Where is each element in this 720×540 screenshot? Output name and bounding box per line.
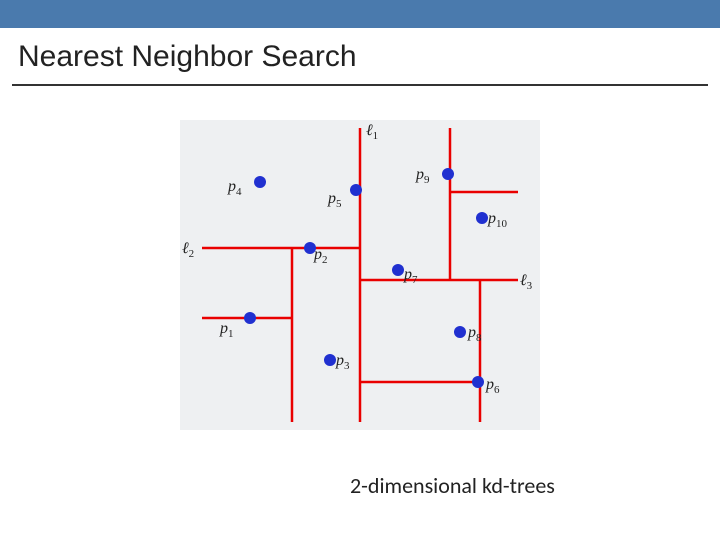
point-label-p4: p4 (228, 178, 242, 198)
point-p9 (442, 168, 454, 180)
kdtree-diagram: p1 p2 p3 p4 p5 p6 p7 p8 p9 p10 ℓ1 ℓ2 ℓ3 (180, 120, 540, 430)
point-p10 (476, 212, 488, 224)
point-label-p6: p6 (486, 376, 500, 396)
point-label-p1: p1 (220, 320, 234, 340)
line-label-l3: ℓ3 (520, 272, 532, 292)
point-p6 (472, 376, 484, 388)
point-label-p2: p2 (314, 246, 328, 266)
point-label-p8: p8 (468, 324, 482, 344)
point-p1 (244, 312, 256, 324)
point-label-p3: p3 (336, 352, 350, 372)
page-title: Nearest Neighbor Search (0, 28, 720, 74)
header-accent-bar (0, 0, 720, 28)
point-label-p9: p9 (416, 166, 430, 186)
point-label-p7: p7 (404, 266, 418, 286)
point-p4 (254, 176, 266, 188)
line-label-l2: ℓ2 (182, 240, 194, 260)
point-label-p5: p5 (328, 190, 342, 210)
point-label-p10: p10 (488, 210, 507, 230)
point-p7 (392, 264, 404, 276)
point-p8 (454, 326, 466, 338)
point-p3 (324, 354, 336, 366)
diagram-caption: 2-dimensional kd-trees (350, 472, 555, 499)
point-p5 (350, 184, 362, 196)
line-label-l1: ℓ1 (366, 122, 378, 142)
title-underline (12, 84, 708, 86)
